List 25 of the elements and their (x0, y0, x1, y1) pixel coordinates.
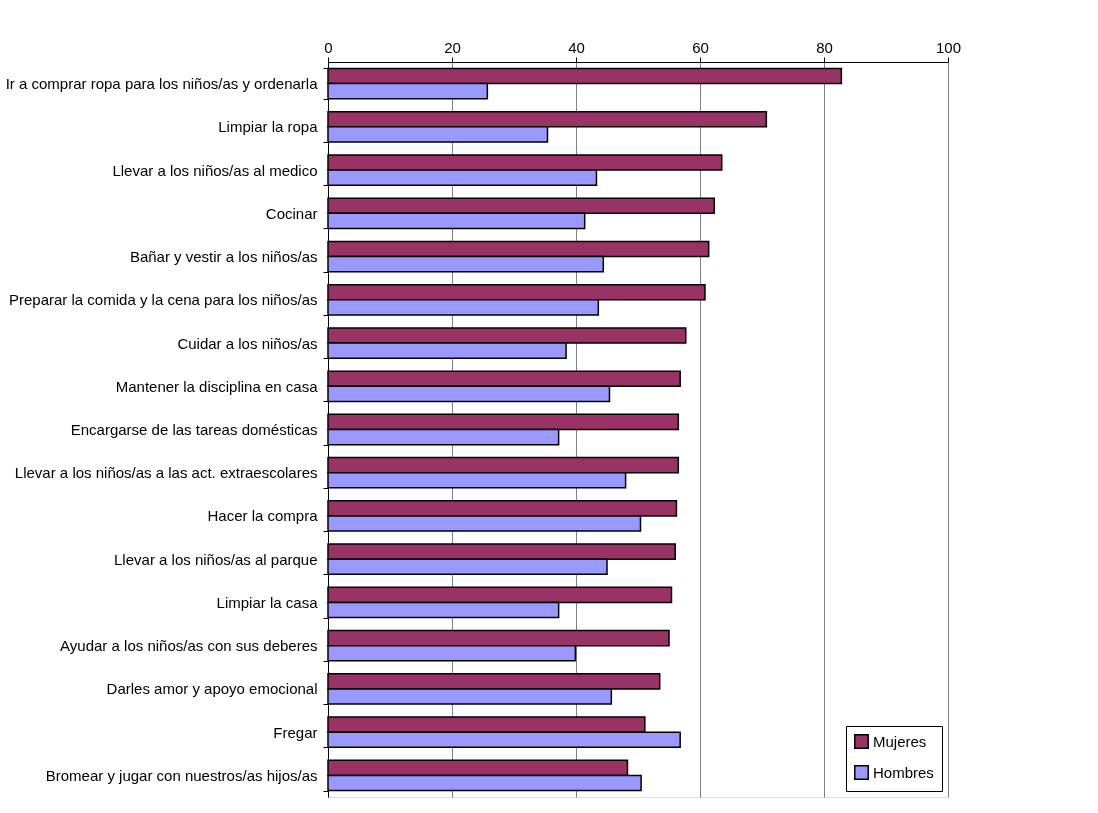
y-tick-label: Bromear y jugar con nuestros/as hijos/as (45, 766, 318, 784)
x-tick-label: 40 (568, 38, 585, 56)
y-tick-label: Llevar a los niños/as al medico (112, 161, 318, 179)
y-tick-label: Limpiar la casa (216, 593, 319, 611)
legend-label: Mujeres (873, 732, 927, 750)
x-tick-label: 100 (935, 38, 962, 56)
x-tick-label: 20 (444, 38, 461, 56)
x-tick-label: 60 (692, 38, 709, 56)
y-tick-label: Ir a comprar ropa para los niños/as y ordenarla (5, 75, 319, 93)
y-tick-label: Darles amor y apoyo emocional (106, 680, 318, 698)
legend-label: Hombres (873, 763, 934, 781)
y-tick-label: Limpiar la ropa (218, 118, 319, 136)
y-tick-label: Cocinar (265, 204, 318, 222)
x-tick-label: 80 (816, 38, 833, 56)
y-tick-label: Ayudar a los niños/as con sus deberes (60, 637, 318, 655)
y-tick-label: Bañar y vestir a los niños/as (129, 248, 318, 266)
y-tick-label: Mantener la disciplina en casa (115, 377, 319, 395)
y-tick-label: Fregar (273, 723, 318, 741)
y-tick-label: Hacer la compra (207, 507, 319, 525)
y-tick-label: Preparar la comida y la cena para los niños/as (9, 291, 318, 309)
y-tick-label: Cuidar a los niños/as (177, 334, 318, 352)
x-tick-label: 0 (324, 38, 333, 56)
y-tick-label: Llevar a los niños/as a las act. extraescolares (14, 464, 318, 482)
y-tick-label: Encargarse de las tareas domésticas (70, 421, 318, 438)
y-tick-label: Llevar a los niños/as al parque (114, 550, 318, 568)
